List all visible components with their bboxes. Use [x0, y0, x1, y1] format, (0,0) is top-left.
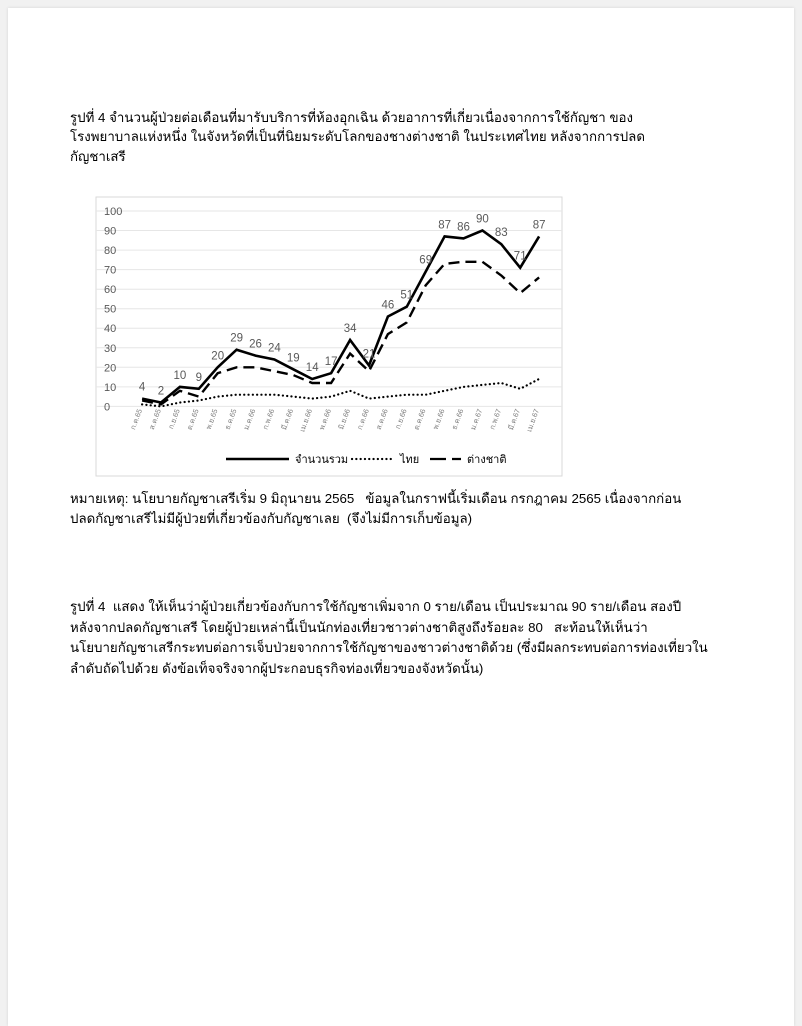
svg-text:51: 51 [400, 290, 413, 302]
svg-text:86: 86 [457, 221, 470, 233]
svg-text:พ.ย.66: พ.ย.66 [431, 408, 447, 431]
svg-text:60: 60 [104, 284, 116, 296]
svg-text:ต.ค.66: ต.ค.66 [412, 408, 428, 432]
svg-text:69: 69 [419, 255, 432, 267]
svg-text:80: 80 [104, 245, 116, 257]
svg-text:26: 26 [249, 339, 262, 351]
svg-text:4: 4 [139, 382, 146, 394]
svg-text:ส.ค.65: ส.ค.65 [147, 408, 163, 431]
svg-text:จำนวนรวม: จำนวนรวม [295, 454, 348, 466]
svg-text:ก.พ.66: ก.พ.66 [261, 408, 277, 431]
svg-text:เม.ย.67: เม.ย.67 [524, 408, 541, 433]
svg-text:14: 14 [306, 362, 319, 374]
svg-text:46: 46 [382, 300, 395, 312]
svg-text:10: 10 [174, 370, 187, 382]
svg-text:มี.ค.67: มี.ค.67 [506, 408, 522, 432]
svg-text:ธ.ค.66: ธ.ค.66 [450, 408, 466, 431]
svg-text:20: 20 [104, 362, 116, 374]
svg-text:10: 10 [104, 382, 116, 394]
svg-text:19: 19 [287, 352, 300, 364]
svg-text:2: 2 [158, 386, 164, 398]
svg-text:มี.ค.66: มี.ค.66 [279, 408, 295, 432]
svg-text:29: 29 [230, 333, 243, 345]
svg-text:100: 100 [104, 206, 122, 218]
svg-text:24: 24 [268, 343, 281, 355]
svg-text:20: 20 [211, 350, 224, 362]
svg-text:ก.ค.65: ก.ค.65 [128, 408, 144, 431]
svg-text:71: 71 [514, 251, 527, 263]
svg-text:ไทย: ไทย [399, 453, 419, 466]
svg-text:ม.ค.67: ม.ค.67 [468, 408, 484, 432]
svg-text:ก.พ.67: ก.พ.67 [487, 408, 503, 431]
svg-text:40: 40 [104, 323, 116, 335]
svg-text:83: 83 [495, 227, 508, 239]
svg-text:ก.ย.65: ก.ย.65 [166, 408, 182, 431]
svg-text:ธ.ค.65: ธ.ค.65 [223, 408, 239, 431]
svg-text:พ.ค.66: พ.ค.66 [317, 408, 333, 432]
svg-text:ก.ย.66: ก.ย.66 [393, 408, 409, 431]
svg-text:17: 17 [325, 356, 338, 368]
svg-text:ม.ค.66: ม.ค.66 [241, 408, 257, 432]
svg-text:0: 0 [104, 401, 110, 413]
svg-text:90: 90 [476, 214, 489, 226]
svg-text:87: 87 [438, 219, 451, 231]
svg-text:ต่างชาติ: ต่างชาติ [467, 454, 506, 466]
svg-text:เม.ย.66: เม.ย.66 [297, 408, 314, 433]
svg-text:70: 70 [104, 265, 116, 277]
svg-text:90: 90 [104, 226, 116, 238]
svg-text:พ.ย.65: พ.ย.65 [204, 408, 220, 431]
svg-text:30: 30 [104, 343, 116, 355]
svg-text:87: 87 [533, 219, 546, 231]
svg-text:21: 21 [363, 348, 376, 360]
svg-text:34: 34 [344, 323, 357, 335]
svg-text:ส.ค.66: ส.ค.66 [374, 408, 390, 431]
svg-text:50: 50 [104, 304, 116, 316]
svg-text:ก.ค.66: ก.ค.66 [355, 408, 371, 431]
svg-text:มิ.ย.66: มิ.ย.66 [336, 408, 352, 431]
svg-text:9: 9 [196, 372, 202, 384]
svg-text:ต.ค.65: ต.ค.65 [185, 408, 201, 432]
